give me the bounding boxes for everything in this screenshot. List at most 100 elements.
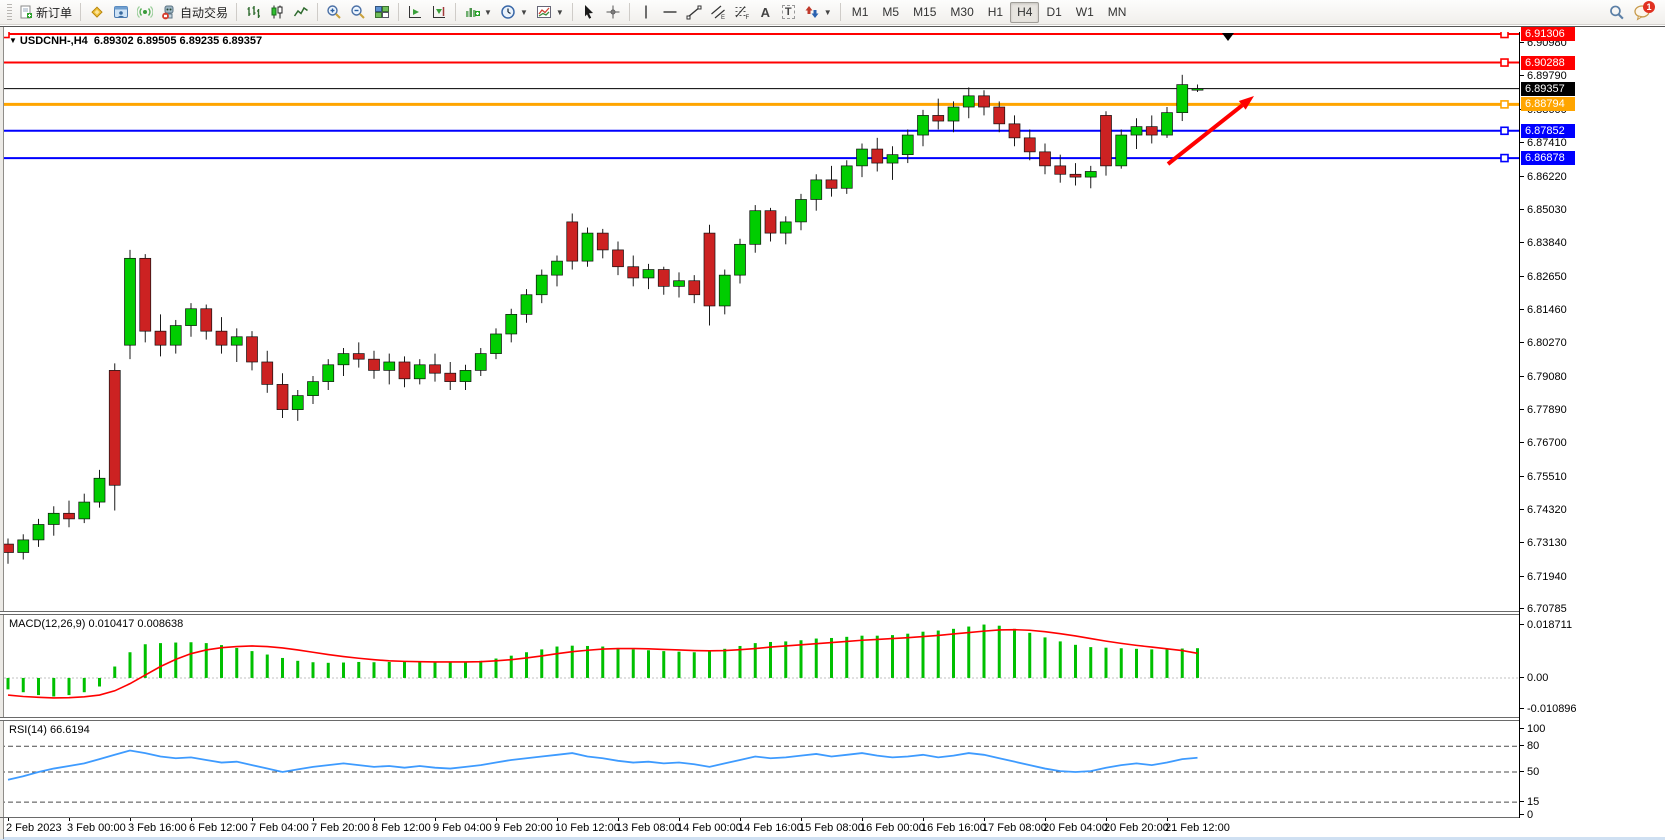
timeframe-button-h1[interactable]: H1 <box>987 5 1004 19</box>
time-axis[interactable]: 2 Feb 2023 3 Feb 00:00 3 Feb 16:00 6 Feb 12… <box>0 818 1665 838</box>
new-order-label: 新订单 <box>36 5 73 20</box>
tile-windows-button[interactable] <box>370 2 394 23</box>
terminal-button[interactable] <box>109 2 133 23</box>
bar-chart-button[interactable] <box>241 2 265 23</box>
timeframe-button-m15[interactable]: M15 <box>913 5 937 19</box>
timeframe-button-m30[interactable]: M30 <box>950 5 974 19</box>
time-label: 8 Feb 12:00 <box>372 822 431 834</box>
text-button[interactable]: A <box>754 2 777 23</box>
candle-body <box>1115 134 1128 167</box>
timeframe-button-h4[interactable]: H4 <box>1010 1 1040 23</box>
time-label: 14 Feb 16:00 <box>738 822 803 834</box>
text-label-button[interactable]: T <box>777 2 800 23</box>
pane-divider-macd[interactable] <box>0 611 1665 615</box>
hline-handle[interactable] <box>1500 126 1509 136</box>
candle-body <box>993 106 1006 125</box>
candle-body <box>108 370 121 486</box>
hline-handle[interactable] <box>1500 32 1509 39</box>
candle-body <box>551 260 563 276</box>
price-axis[interactable]: 6.909806.897906.886006.874106.862206.850… <box>1520 27 1665 821</box>
candle-body <box>169 325 182 346</box>
toolbar-grip[interactable] <box>7 4 12 20</box>
vertical-line-button[interactable] <box>634 2 658 23</box>
zoom-out-button[interactable] <box>346 2 370 23</box>
candlestick-button[interactable] <box>265 2 289 23</box>
svg-text:E: E <box>721 15 725 20</box>
time-label: 6 Feb 12:00 <box>189 822 248 834</box>
window-edge <box>0 837 1665 839</box>
indicators-button[interactable]: ▼ <box>460 2 496 23</box>
periods-button[interactable]: ▼ <box>496 2 532 23</box>
trend-arrow-shaft[interactable] <box>1166 103 1244 166</box>
time-tick <box>252 818 253 821</box>
chat-bubble-icon: 1 <box>1633 0 1655 21</box>
notifications-button[interactable]: 1 <box>1629 0 1655 23</box>
signals-button[interactable] <box>133 2 157 23</box>
candle-body <box>398 361 411 380</box>
pane-divider-rsi[interactable] <box>0 717 1665 721</box>
candle-body <box>612 249 624 268</box>
arrows-button[interactable]: ▼ <box>800 2 836 23</box>
time-label: 3 Feb 16:00 <box>128 822 187 834</box>
candle-body <box>795 199 807 223</box>
candle-body <box>825 179 838 189</box>
trendline-button[interactable] <box>682 2 706 23</box>
indicators-dropdown-caret: ▼ <box>484 7 492 17</box>
candle-body <box>673 280 685 287</box>
chart-shift-button[interactable] <box>427 2 451 23</box>
templates-button[interactable]: ▼ <box>532 2 568 23</box>
candle-body <box>871 148 884 164</box>
candle-body <box>307 381 319 396</box>
zoom-out-icon <box>350 4 366 20</box>
market-watch-button[interactable] <box>85 2 109 23</box>
time-tick <box>923 818 924 821</box>
main-price-chart[interactable] <box>0 32 1520 611</box>
candle-body <box>917 115 929 136</box>
rsi-indicator-pane[interactable] <box>0 721 1520 817</box>
timeframe-button-m5[interactable]: M5 <box>882 5 900 19</box>
auto-scroll-button[interactable] <box>403 2 427 23</box>
candle-body <box>459 370 472 382</box>
time-label: 16 Feb 16:00 <box>921 822 986 834</box>
time-tick <box>618 818 619 821</box>
candle-body <box>200 308 213 332</box>
clock-icon <box>500 4 516 20</box>
candle-body <box>1008 123 1021 139</box>
candle-body <box>63 512 75 520</box>
time-tick <box>740 818 741 821</box>
candle-body <box>749 210 762 245</box>
hline-handle[interactable] <box>1500 58 1509 67</box>
time-tick <box>984 818 985 821</box>
pane-divider-bottom <box>0 817 1665 818</box>
candle-body <box>886 154 899 164</box>
time-tick <box>862 818 863 821</box>
chart-shift-marker-icon[interactable] <box>1222 33 1234 41</box>
line-chart-button[interactable] <box>289 2 313 23</box>
timeframe-button-d1[interactable]: D1 <box>1046 5 1062 19</box>
search-button[interactable] <box>1604 2 1629 23</box>
candle-body <box>490 333 502 354</box>
candle-body <box>47 512 60 525</box>
hline-handle[interactable] <box>1500 100 1509 109</box>
macd-indicator-pane[interactable] <box>0 615 1520 718</box>
trend-arrow-head-icon[interactable] <box>1238 96 1254 110</box>
timeframe-button-m1[interactable]: M1 <box>851 5 869 19</box>
cursor-button[interactable] <box>577 2 601 23</box>
horizontal-line-button[interactable] <box>658 2 682 23</box>
collapse-triangle-icon[interactable]: ▼ <box>9 36 17 45</box>
hline-price-label: 6.87852 <box>1521 123 1575 138</box>
autotrading-button[interactable]: 自动交易 <box>157 2 232 23</box>
new-order-button[interactable]: 新订单 <box>15 2 76 23</box>
time-tick <box>374 818 375 821</box>
crosshair-button[interactable] <box>601 2 625 23</box>
equidistant-channel-button[interactable]: E <box>706 2 730 23</box>
timeframe-button-w1[interactable]: W1 <box>1075 5 1094 19</box>
zoom-in-button[interactable] <box>322 2 346 23</box>
time-label: 17 Feb 08:00 <box>982 822 1047 834</box>
candle-body <box>2 543 14 553</box>
hline-handle[interactable] <box>1500 153 1509 163</box>
rsi-label: RSI(14) 66.6194 <box>9 724 90 736</box>
fibonacci-button[interactable]: F <box>730 2 754 23</box>
timeframe-button-mn[interactable]: MN <box>1107 5 1127 19</box>
candle-body <box>1084 171 1097 178</box>
